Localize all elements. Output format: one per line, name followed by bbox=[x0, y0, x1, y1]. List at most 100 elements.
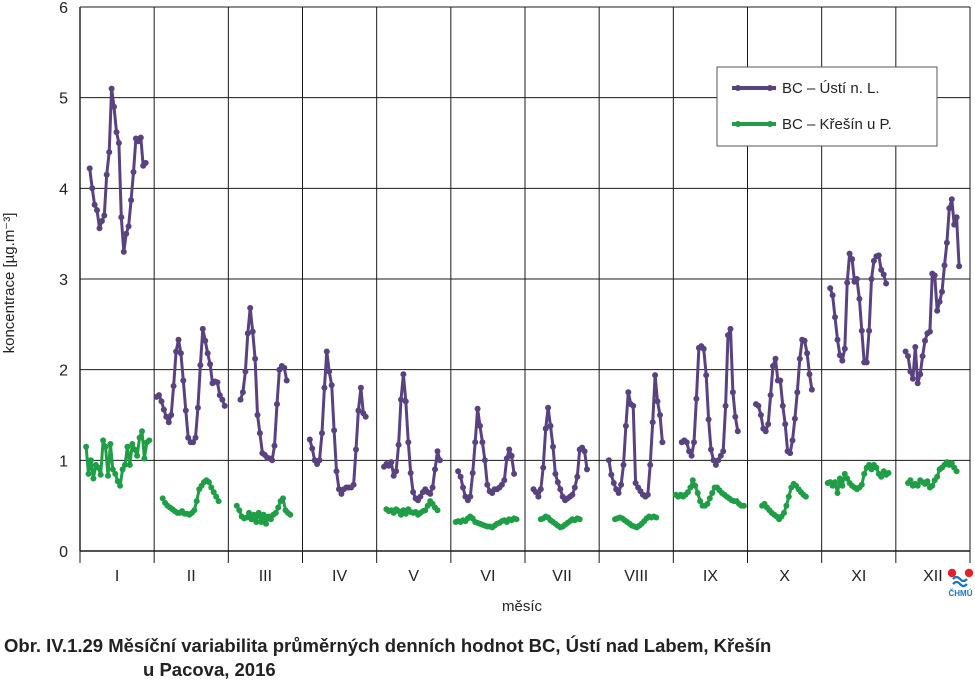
data-point bbox=[400, 371, 407, 378]
x-axis-label: měsíc bbox=[502, 598, 543, 615]
data-point bbox=[554, 479, 561, 486]
y-axis-label: koncentrace [µg.m⁻³] bbox=[1, 213, 18, 354]
data-point bbox=[917, 371, 924, 378]
data-point bbox=[953, 468, 960, 475]
x-tick-label: I bbox=[115, 568, 119, 585]
y-tick-label: 1 bbox=[59, 453, 68, 470]
data-point bbox=[924, 478, 931, 485]
data-point bbox=[907, 477, 914, 484]
data-point bbox=[686, 448, 693, 455]
data-point bbox=[357, 384, 364, 391]
data-point bbox=[242, 368, 249, 375]
data-point bbox=[398, 396, 404, 403]
data-point bbox=[254, 412, 261, 418]
data-point bbox=[839, 357, 846, 364]
data-point bbox=[107, 441, 114, 447]
data-point bbox=[484, 481, 491, 488]
data-point bbox=[919, 353, 926, 360]
data-point bbox=[398, 511, 404, 518]
data-point bbox=[168, 412, 175, 418]
data-point bbox=[804, 350, 811, 357]
data-point bbox=[309, 445, 316, 452]
data-point bbox=[836, 475, 843, 482]
chmu-logo: ČHMÚ bbox=[947, 568, 974, 598]
data-point bbox=[508, 452, 515, 459]
data-point bbox=[402, 398, 409, 405]
data-point bbox=[248, 516, 255, 523]
data-point bbox=[114, 478, 121, 485]
data-point bbox=[246, 509, 252, 516]
data-point bbox=[407, 470, 414, 476]
data-point bbox=[190, 439, 197, 446]
data-point bbox=[134, 452, 141, 459]
data-point bbox=[113, 129, 120, 136]
data-point bbox=[625, 389, 632, 396]
data-point bbox=[762, 428, 769, 435]
data-point bbox=[506, 446, 513, 453]
legend-marker-kresin bbox=[767, 121, 773, 127]
data-point bbox=[105, 472, 111, 479]
data-point bbox=[909, 375, 916, 382]
caption-line-2: u Pacova, 2016 bbox=[143, 659, 276, 680]
data-point bbox=[694, 490, 701, 496]
data-point bbox=[630, 402, 637, 409]
data-point bbox=[316, 457, 323, 464]
data-point bbox=[199, 325, 206, 332]
data-point bbox=[618, 481, 625, 488]
data-point bbox=[688, 452, 695, 459]
data-point bbox=[846, 250, 853, 257]
series-kresin bbox=[83, 428, 960, 531]
series-line-segment bbox=[680, 327, 740, 467]
data-point bbox=[885, 470, 892, 476]
data-point bbox=[160, 406, 167, 413]
data-point bbox=[841, 470, 848, 477]
data-point bbox=[141, 455, 148, 462]
data-point bbox=[946, 205, 953, 212]
logo-wave-1 bbox=[952, 575, 968, 583]
data-point bbox=[432, 466, 438, 473]
data-point bbox=[86, 165, 93, 172]
data-point bbox=[328, 382, 335, 389]
data-point bbox=[125, 223, 132, 230]
data-point bbox=[321, 384, 328, 391]
data-point bbox=[170, 383, 177, 389]
data-point bbox=[175, 336, 182, 343]
data-point bbox=[868, 276, 875, 282]
data-point bbox=[649, 419, 656, 426]
data-point bbox=[193, 498, 200, 505]
data-point bbox=[779, 402, 786, 409]
data-point bbox=[537, 486, 544, 493]
data-point bbox=[905, 353, 911, 360]
data-point bbox=[659, 439, 666, 446]
data-point bbox=[204, 350, 211, 357]
data-point bbox=[712, 461, 719, 468]
series-line-segment bbox=[382, 372, 442, 502]
data-point bbox=[948, 460, 955, 467]
data-point bbox=[98, 218, 105, 224]
data-point bbox=[866, 327, 873, 334]
data-point bbox=[319, 430, 325, 437]
data-point bbox=[353, 446, 359, 453]
series-line-segment bbox=[155, 327, 227, 444]
data-point bbox=[781, 509, 787, 516]
data-point bbox=[85, 470, 92, 477]
data-point bbox=[863, 359, 870, 366]
data-point bbox=[474, 405, 481, 412]
x-tick-label: III bbox=[259, 568, 272, 585]
data-point bbox=[237, 396, 244, 403]
data-point bbox=[858, 481, 865, 488]
data-point bbox=[755, 402, 762, 409]
data-point bbox=[706, 495, 713, 502]
data-point bbox=[333, 468, 340, 475]
data-point bbox=[687, 484, 694, 491]
data-point bbox=[90, 475, 97, 482]
data-point bbox=[197, 362, 204, 369]
data-point bbox=[96, 225, 103, 232]
data-point bbox=[926, 328, 933, 335]
data-point bbox=[208, 484, 215, 491]
x-tick-label: IX bbox=[703, 568, 718, 585]
data-point bbox=[772, 355, 779, 362]
data-point bbox=[192, 434, 199, 441]
data-point bbox=[829, 292, 836, 299]
data-point bbox=[103, 171, 110, 178]
